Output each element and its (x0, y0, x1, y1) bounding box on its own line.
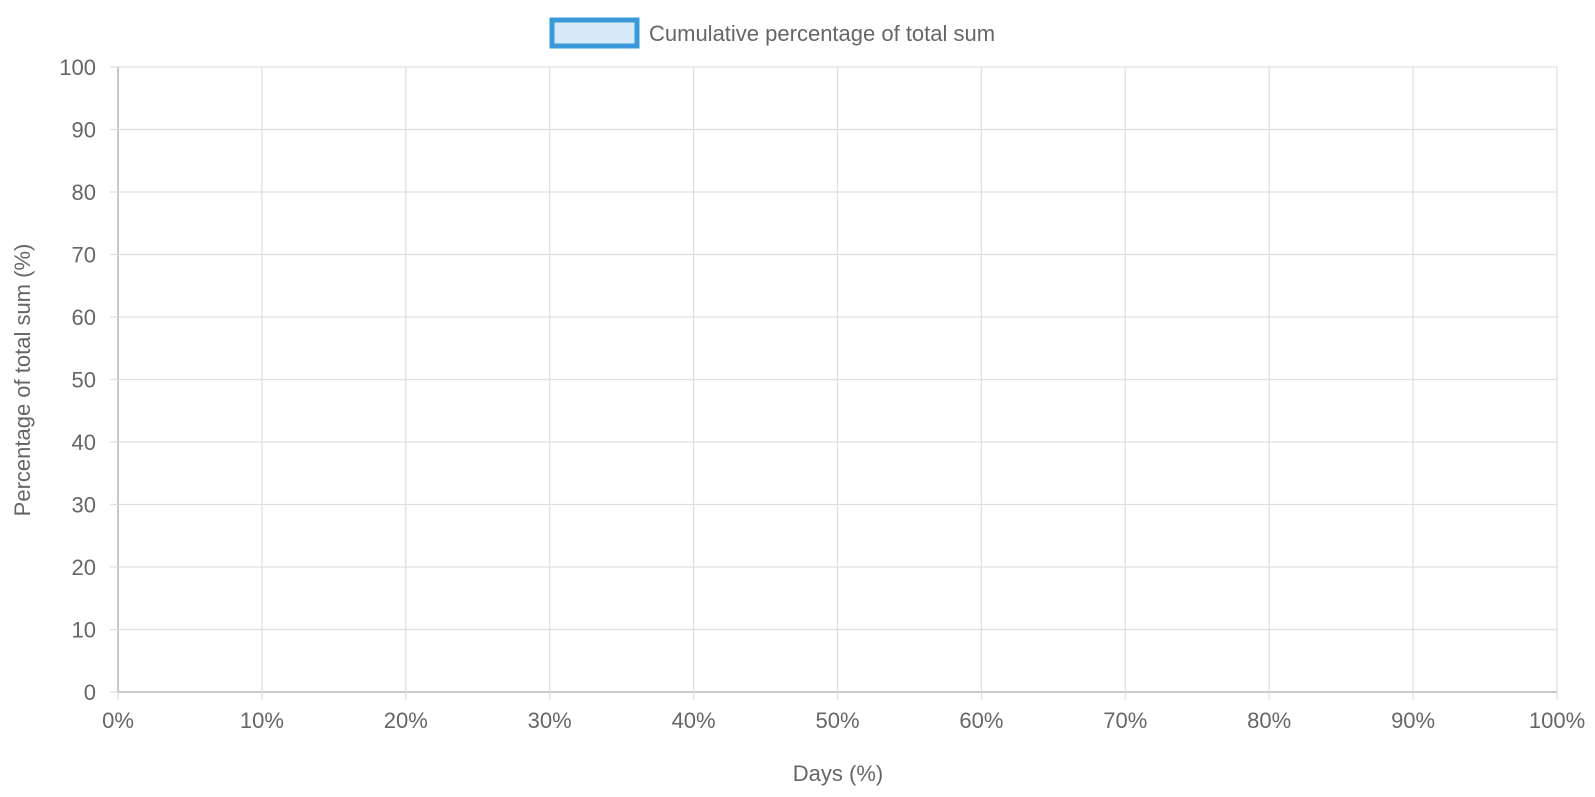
x-tick-label: 60% (959, 708, 1003, 733)
y-tick-label: 20 (72, 555, 96, 580)
y-tick-label: 30 (72, 493, 96, 518)
y-tick-label: 90 (72, 118, 96, 143)
x-tick-label: 100% (1529, 708, 1585, 733)
y-tick-label: 100 (59, 55, 96, 80)
x-tick-label: 20% (384, 708, 428, 733)
y-tick-label: 80 (72, 180, 96, 205)
grid (117, 66, 1558, 693)
legend-swatch-icon[interactable] (549, 17, 640, 49)
y-tick-label: 10 (72, 618, 96, 643)
y-axis-ticks: 0 10 20 30 40 50 60 70 80 90 100 (59, 55, 118, 705)
x-tick-label: 30% (528, 708, 572, 733)
x-tick-label: 70% (1103, 708, 1147, 733)
x-axis-ticks: 0% 10% 20% 30% 40% 50% 60% 70% 80% 90% 100% (102, 692, 1585, 733)
y-tick-label: 50 (72, 368, 96, 393)
y-tick-label: 0 (84, 680, 96, 705)
x-tick-label: 80% (1247, 708, 1291, 733)
legend-label[interactable]: Cumulative percentage of total sum (649, 21, 995, 46)
y-axis-title: Percentage of total sum (%) (10, 244, 35, 517)
legend[interactable]: Cumulative percentage of total sum (549, 17, 995, 49)
x-tick-label: 90% (1391, 708, 1435, 733)
x-tick-label: 0% (102, 708, 134, 733)
x-axis-title: Days (%) (793, 761, 883, 786)
x-tick-label: 50% (815, 708, 859, 733)
y-tick-label: 40 (72, 430, 96, 455)
y-tick-label: 70 (72, 243, 96, 268)
x-tick-label: 40% (672, 708, 716, 733)
y-tick-label: 60 (72, 305, 96, 330)
x-tick-label: 10% (240, 708, 284, 733)
